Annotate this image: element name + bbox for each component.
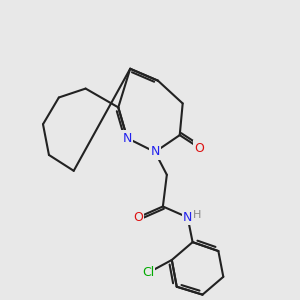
Text: N: N xyxy=(150,146,160,158)
Text: N: N xyxy=(183,211,192,224)
Text: H: H xyxy=(194,210,202,220)
Text: O: O xyxy=(133,211,143,224)
Text: Cl: Cl xyxy=(142,266,154,279)
Text: O: O xyxy=(195,142,205,154)
Text: N: N xyxy=(122,132,132,145)
